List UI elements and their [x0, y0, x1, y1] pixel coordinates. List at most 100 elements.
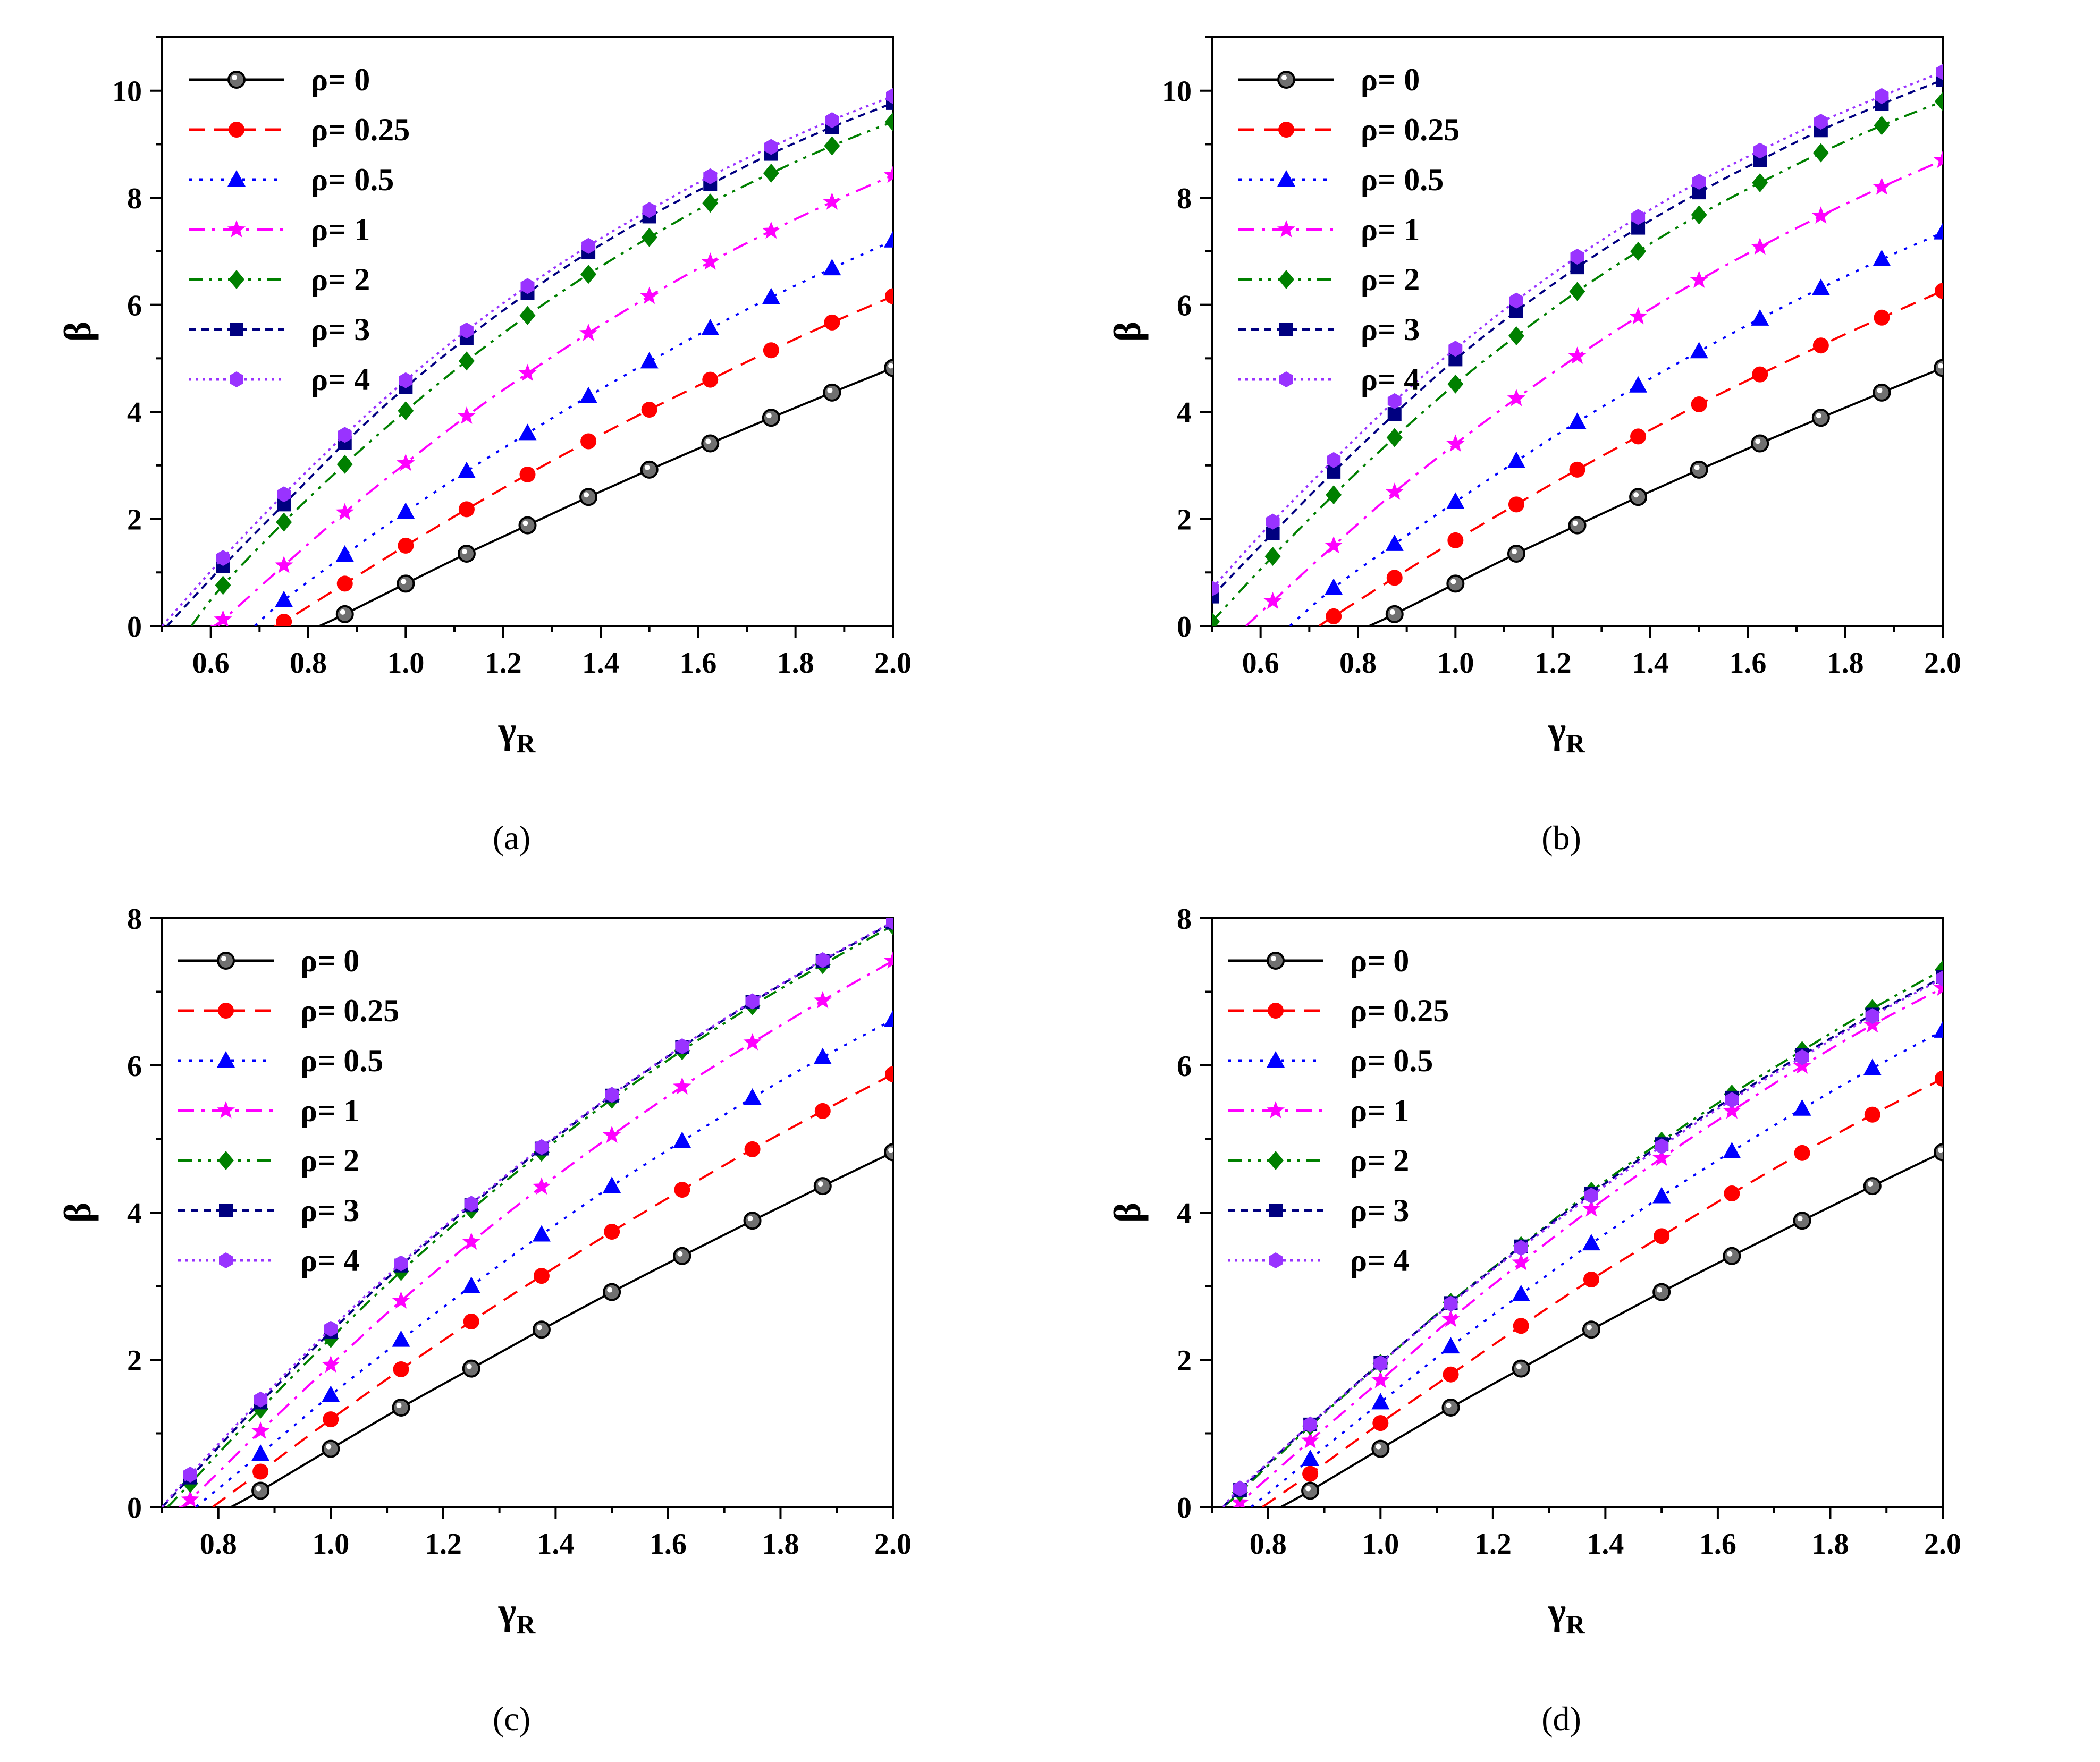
chart-b-point-2-1: [1325, 578, 1343, 595]
chart-a-y-tick-label: 0: [127, 611, 142, 643]
chart-d-point-0-6-highlight: [1657, 1287, 1663, 1293]
chart-a-point-0-2: [397, 574, 415, 593]
chart-a-point-2-11: [884, 231, 893, 248]
chart-a-legend-marker-3: [227, 220, 246, 238]
chart-c-legend: ρ= 0 ρ= 0.25 ρ= 0.5 ρ= 1 ρ= 2 ρ= 3 ρ= 4: [178, 943, 399, 1278]
chart-d-x-axis-label-sub: R: [1566, 1609, 1585, 1639]
chart-b-point-6-10: [1814, 114, 1828, 130]
chart-c-point-2-7: [673, 1131, 691, 1148]
chart-a-series-6: [162, 88, 893, 626]
chart-d-x-axis-label-main: γ: [1548, 1590, 1566, 1632]
chart-c-axes-frame: [161, 917, 894, 1508]
chart-a-point-2-9: [762, 287, 780, 304]
chart-c-point-3-1: [181, 1490, 199, 1507]
chart-b-point-4-5: [1508, 326, 1524, 346]
chart-a-point-0-6-highlight: [644, 464, 650, 470]
chart-d-point-3-3: [1371, 1370, 1390, 1388]
chart-a-series-line-6: [162, 95, 893, 626]
chart-c-legend-marker-5: [219, 1204, 233, 1217]
chart-c-point-6-1: [183, 1467, 197, 1483]
chart-c-point-3-7: [603, 1125, 621, 1143]
chart-c-point-1-2: [323, 1411, 339, 1428]
chart-a-point-3-1: [214, 609, 232, 626]
chart-a-point-3-8: [640, 286, 659, 304]
chart-d-point-3-8: [1723, 1101, 1741, 1119]
chart-b-x-axis-label-main: γ: [1548, 709, 1566, 751]
chart-c-point-1-3: [393, 1361, 409, 1378]
panel-b: 0.6 0.8 1.0 1.2 1.4 1.6 1.8 2.0 0 2 4 6 8 10 β γR (b) ρ= …: [1050, 0, 2099, 881]
chart-b-point-6-0: [1212, 580, 1219, 597]
chart-a-x-tick-label: 1.8: [777, 647, 814, 680]
chart-a-point-2-3: [397, 502, 415, 519]
chart-d-legend-marker-3: [1266, 1101, 1285, 1119]
chart-b-x-tick-label: 1.8: [1827, 647, 1864, 680]
chart-d-point-2-9: [1863, 1058, 1882, 1075]
chart-a-point-1-6: [580, 433, 597, 450]
chart-c-point-2-4: [462, 1276, 480, 1293]
chart-c-series-0: [231, 1143, 893, 1507]
chart-a-series-0: [319, 359, 893, 626]
chart-c-point-0-6: [603, 1283, 621, 1301]
chart-a-point-0-5: [579, 488, 598, 506]
chart-b-point-4-1: [1264, 547, 1281, 566]
chart-a-legend-marker-5: [230, 323, 243, 336]
chart-d-series-2: [1250, 1021, 1943, 1507]
chart-b-point-2-8: [1751, 309, 1769, 326]
chart-a-point-1-10: [824, 314, 840, 331]
chart-c-series-2: [195, 1010, 893, 1507]
chart-b-point-0-5-highlight: [1633, 492, 1639, 498]
chart-c-y-tick-label: 0: [127, 1492, 142, 1524]
chart-b-point-5-3: [1387, 407, 1402, 421]
chart-b-point-1-4: [1508, 496, 1524, 513]
chart-b-point-1-7: [1691, 396, 1707, 412]
chart-b-series-3: [1245, 150, 1943, 626]
chart-c-point-1-4: [463, 1313, 479, 1329]
chart-d-point-6-3: [1373, 1355, 1388, 1371]
chart-b-axes-frame: [1211, 36, 1944, 627]
chart-a-series-line-4: [190, 121, 893, 626]
chart-b-point-3-2: [1325, 536, 1343, 554]
chart-c-point-0-3-highlight: [396, 1403, 402, 1409]
chart-a-legend-label-0: ρ= 0: [311, 62, 370, 97]
chart-d-x-axis-label: γR: [1548, 1590, 1586, 1639]
chart-d-point-3-7: [1652, 1148, 1671, 1166]
chart-a-legend-label-2: ρ= 0.5: [311, 162, 394, 197]
chart-c-point-6-3: [324, 1320, 338, 1337]
chart-d-legend-marker-6: [1269, 1252, 1283, 1268]
chart-a-point-0-6: [640, 460, 659, 479]
chart-a-point-0-8: [762, 409, 780, 427]
chart-d-x-tick-label: 1.6: [1699, 1528, 1736, 1561]
chart-c-legend-label-6: ρ= 4: [300, 1243, 359, 1278]
chart-d-point-1-10: [1935, 1070, 1943, 1087]
chart-d-point-3-11: [1933, 978, 1943, 996]
chart-b-point-2-11: [1934, 223, 1943, 240]
chart-b-point-0-4: [1568, 516, 1587, 535]
chart-b-point-1-2: [1386, 570, 1403, 586]
chart-c-y-axis-label: β: [56, 1202, 99, 1223]
chart-d-point-2-10: [1934, 1021, 1943, 1038]
chart-a-x-tick-label: 2.0: [874, 647, 912, 680]
chart-b-point-0-3-highlight: [1511, 549, 1517, 555]
chart-c-point-1-9: [814, 1103, 831, 1119]
chart-a-point-4-9: [702, 193, 719, 213]
chart-a-point-6-12: [886, 88, 893, 104]
chart-d-point-2-8: [1793, 1099, 1811, 1116]
chart-c-legend-label-4: ρ= 2: [300, 1143, 359, 1178]
chart-d-point-6-1: [1233, 1480, 1247, 1497]
panel-d: 0.8 1.0 1.2 1.4 1.6 1.8 2.0 0 2 4 6 8 β γR (d) ρ= 0 ρ= 0…: [1050, 881, 2099, 1762]
chart-c-point-0-8: [743, 1212, 762, 1230]
chart-c-point-0-4-highlight: [466, 1363, 472, 1369]
chart-a-point-2-5: [518, 423, 537, 440]
chart-a-point-6-3: [338, 427, 352, 443]
chart-a-x-tick-label: 0.8: [290, 647, 327, 680]
chart-b-x-tick-label: 0.6: [1242, 647, 1279, 680]
chart-d-point-1-9: [1864, 1106, 1880, 1123]
chart-b-point-3-11: [1873, 177, 1891, 195]
chart-a-point-0-3: [457, 545, 476, 563]
chart-a-point-4-8: [641, 227, 657, 247]
chart-b-y-axis-label: β: [1106, 321, 1149, 342]
chart-b-point-2-2: [1385, 534, 1404, 551]
chart-b-point-1-5: [1569, 461, 1585, 478]
chart-c-legend-marker-4: [218, 1151, 234, 1170]
